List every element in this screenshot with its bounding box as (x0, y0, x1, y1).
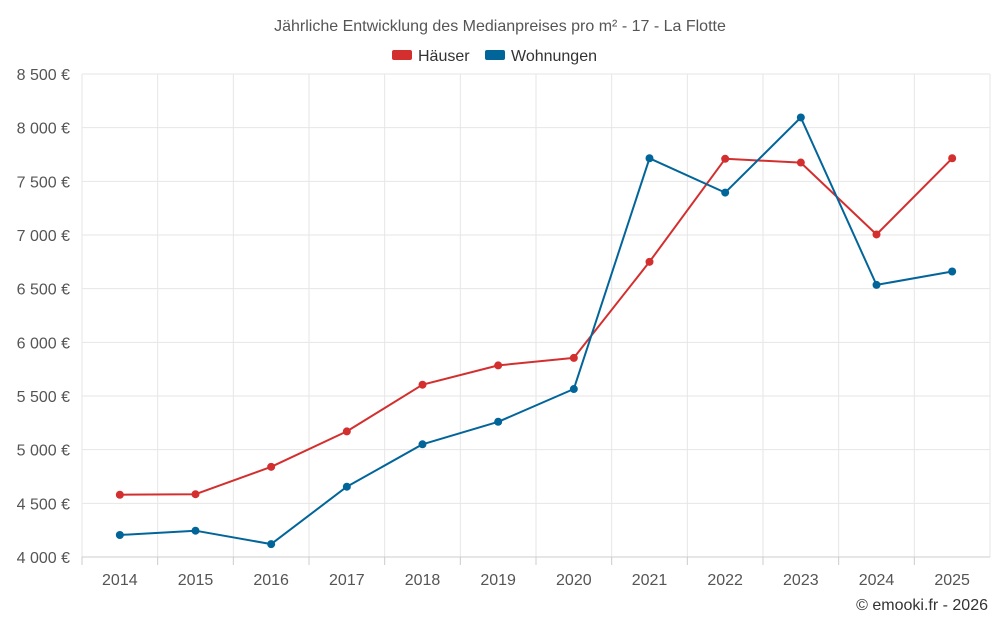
y-tick-label: 5 500 € (17, 389, 70, 406)
data-point[interactable] (948, 267, 957, 276)
data-point[interactable] (494, 417, 503, 426)
data-point[interactable] (115, 490, 124, 499)
data-point[interactable] (872, 280, 881, 289)
x-tick-label: 2017 (329, 572, 365, 589)
data-point[interactable] (494, 361, 503, 370)
data-point[interactable] (721, 154, 730, 163)
x-tick-label: 2015 (178, 572, 214, 589)
y-tick-label: 7 500 € (17, 174, 70, 191)
legend-swatch (392, 50, 412, 60)
x-tick-label: 2021 (632, 572, 668, 589)
y-tick-label: 7 000 € (17, 228, 70, 245)
legend-label: Wohnungen (511, 48, 597, 65)
y-tick-label: 4 000 € (17, 550, 70, 567)
credit-text: © emooki.fr - 2026 (856, 597, 988, 614)
data-point[interactable] (569, 385, 578, 394)
y-tick-label: 8 500 € (17, 67, 70, 84)
data-point[interactable] (796, 113, 805, 122)
y-tick-label: 4 500 € (17, 496, 70, 513)
data-point[interactable] (645, 154, 654, 163)
series-haeuser (115, 154, 957, 499)
x-tick-label: 2018 (405, 572, 441, 589)
x-tick-label: 2019 (480, 572, 516, 589)
x-tick-label: 2025 (934, 572, 970, 589)
series-line (119, 116, 953, 546)
data-point[interactable] (267, 540, 276, 549)
chart-title: Jährliche Entwicklung des Medianpreises … (274, 18, 726, 35)
grid-lines (81, 73, 991, 557)
y-tick-label: 5 000 € (17, 443, 70, 460)
data-point[interactable] (569, 353, 578, 362)
x-tick-label: 2016 (253, 572, 289, 589)
data-point[interactable] (721, 188, 730, 197)
data-point[interactable] (342, 427, 351, 436)
data-point[interactable] (191, 490, 200, 499)
x-tick-label: 2022 (707, 572, 743, 589)
legend-label: Häuser (418, 48, 470, 65)
data-point[interactable] (796, 158, 805, 167)
series-line (119, 157, 953, 496)
series-layer (115, 113, 957, 549)
x-tick-label: 2024 (859, 572, 895, 589)
data-point[interactable] (191, 526, 200, 535)
data-point[interactable] (418, 380, 427, 389)
legend: Häuser Wohnungen (392, 48, 597, 65)
data-point[interactable] (948, 154, 957, 163)
legend-item[interactable]: Wohnungen (485, 48, 597, 65)
legend-swatch (485, 50, 505, 60)
y-tick-label: 6 000 € (17, 335, 70, 352)
x-tick-label: 2023 (783, 572, 819, 589)
y-tick-label: 8 000 € (17, 121, 70, 138)
y-tick-label: 6 500 € (17, 282, 70, 299)
data-point[interactable] (645, 257, 654, 266)
data-point[interactable] (267, 462, 276, 471)
x-tick-label: 2020 (556, 572, 592, 589)
data-point[interactable] (418, 440, 427, 449)
y-axis-ticks: 4 000 € 4 500 € 5 000 € 5 500 € 6 000 € 6 500… (17, 67, 70, 567)
series-wohnungen (115, 113, 957, 549)
x-tick-label: 2014 (102, 572, 138, 589)
data-point[interactable] (115, 530, 124, 539)
data-point[interactable] (872, 230, 881, 239)
x-axis-ticks: 2014 2015 2016 2017 2018 2019 2020 2021 2022 2023… (81, 556, 990, 589)
data-point[interactable] (342, 482, 351, 491)
legend-item[interactable]: Häuser (392, 48, 470, 65)
